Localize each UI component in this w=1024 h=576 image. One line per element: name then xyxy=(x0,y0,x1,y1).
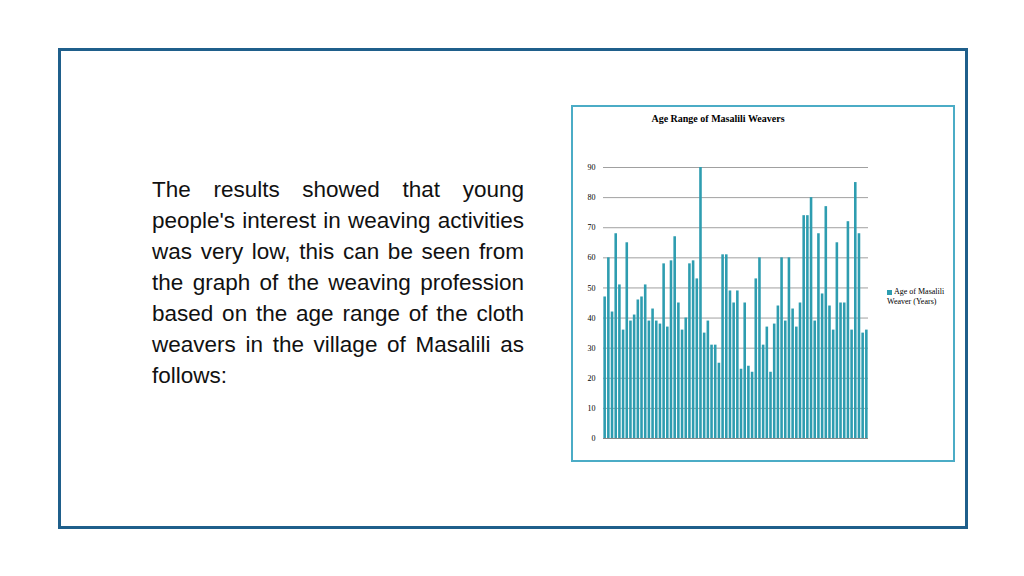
html-text:Age Range of Masalili Weavers: Age Range of Masalili Weavers xyxy=(651,113,785,124)
svg-text:40: 40 xyxy=(588,314,596,323)
svg-text:70: 70 xyxy=(588,223,596,232)
svg-text:30: 30 xyxy=(588,344,596,353)
html-text:Age of Masalili Weaver (Years): Age of Masalili Weaver (Years) xyxy=(887,287,945,306)
svg-text:0: 0 xyxy=(592,434,596,443)
html-text:The results showed that young: The results showed that young people's i… xyxy=(152,177,524,388)
svg-text:20: 20 xyxy=(588,374,596,383)
svg-text:50: 50 xyxy=(588,284,596,293)
svg-text:90: 90 xyxy=(588,163,596,172)
svg-text:60: 60 xyxy=(588,253,596,262)
svg-text:80: 80 xyxy=(588,193,596,202)
svg-text:10: 10 xyxy=(588,404,596,413)
